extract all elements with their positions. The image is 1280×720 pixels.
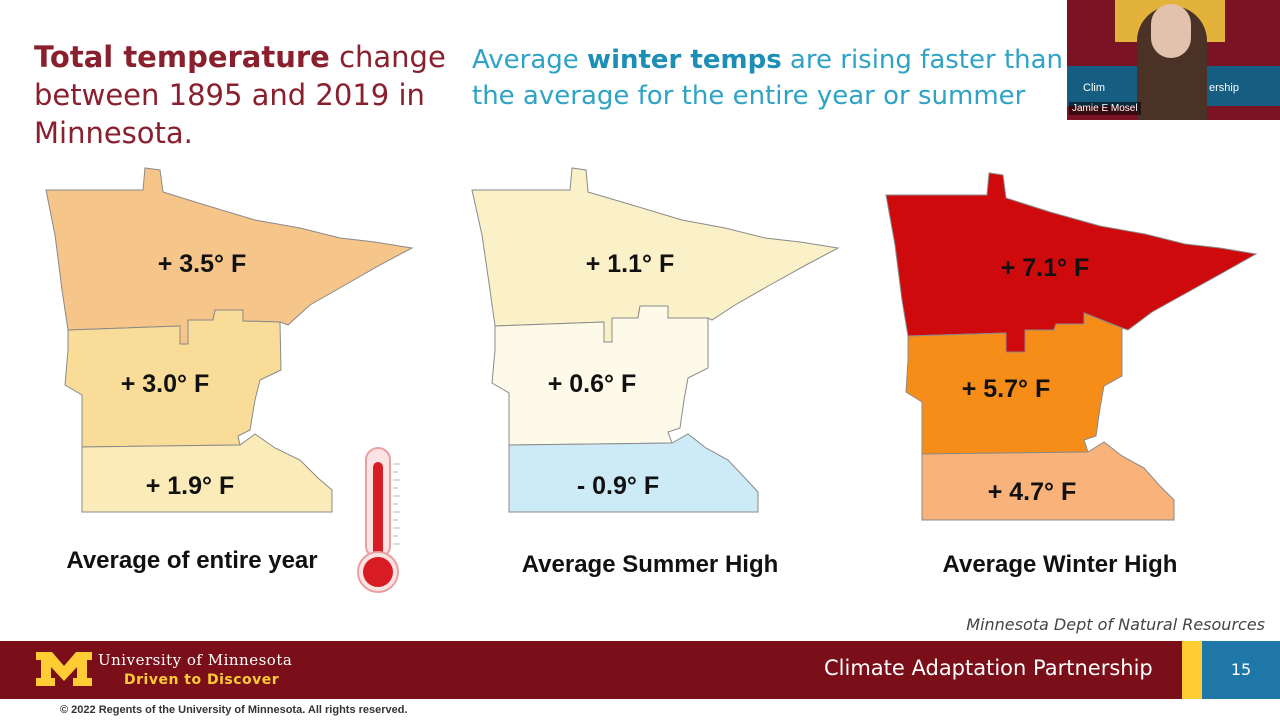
copyright-notice: © 2022 Regents of the University of Minn… [60, 704, 408, 716]
map-summer-central-region [491, 305, 709, 446]
map-winter-north-label: + 7.1° F [1001, 254, 1090, 282]
map-summer-caption: Average Summer High [522, 551, 779, 578]
slide-title-right: Average winter temps are rising faster t… [472, 42, 1072, 114]
participant-name-label: Jamie E Mosel [1069, 102, 1141, 115]
video-band-text-right: ership [1209, 82, 1239, 94]
footer-bar: University of Minnesota Driven to Discov… [0, 641, 1280, 699]
map-year-caption: Average of entire year [66, 547, 317, 574]
participant-video-tile[interactable]: Clim ership Jamie E Mosel [1067, 0, 1280, 120]
map-year-north-label: + 3.5° F [158, 250, 247, 278]
map-year-south-label: + 1.9° F [146, 472, 235, 500]
thermometer-icon [357, 447, 400, 593]
map-winter-high: + 7.1° F + 5.7° F + 4.7° F Average Winte… [885, 172, 1258, 578]
map-winter-central-region [905, 312, 1123, 455]
map-summer-high: + 1.1° F + 0.6° F - 0.9° F Average Summe… [471, 167, 840, 578]
map-entire-year: + 3.5° F + 3.0° F + 1.9° F Average of en… [45, 167, 414, 574]
slide-title-left: Total temperature change between 1895 an… [34, 38, 454, 152]
university-tagline: Driven to Discover [124, 672, 280, 688]
map-year-south-region [81, 433, 333, 513]
map-summer-south-label: - 0.9° F [577, 472, 659, 500]
title-right-post: are rising faster than the average for t… [472, 45, 1064, 111]
map-year-central-label: + 3.0° F [121, 370, 210, 398]
minnesota-maps: + 3.5° F + 3.0° F + 1.9° F Average of en… [45, 167, 1258, 593]
video-band-text-left: Clim [1083, 82, 1105, 94]
footer-blue-accent [1202, 641, 1280, 699]
title-left-bold: Total temperature [34, 40, 330, 74]
footer-gold-accent [1182, 641, 1202, 699]
participant-face [1151, 4, 1191, 58]
title-left-rest: change between 1895 and 2019 in Minnesot… [34, 40, 446, 150]
map-winter-south-label: + 4.7° F [988, 478, 1077, 506]
map-summer-south-region [508, 433, 759, 513]
map-summer-central-label: + 0.6° F [548, 370, 637, 398]
map-summer-north-label: + 1.1° F [586, 250, 675, 278]
title-right-pre: Average [472, 45, 588, 75]
source-credit: Minnesota Dept of Natural Resources [966, 615, 1265, 634]
title-right-bold: winter temps [587, 45, 782, 75]
university-name: University of Minnesota [98, 651, 293, 669]
map-winter-caption: Average Winter High [943, 551, 1178, 578]
umn-m-logo-icon [36, 652, 92, 686]
map-winter-south-region [921, 441, 1175, 521]
program-name: Climate Adaptation Partnership [824, 656, 1153, 680]
map-winter-central-label: + 5.7° F [962, 375, 1051, 403]
map-year-central-region [64, 309, 282, 448]
slide-number: 15 [1230, 660, 1252, 679]
